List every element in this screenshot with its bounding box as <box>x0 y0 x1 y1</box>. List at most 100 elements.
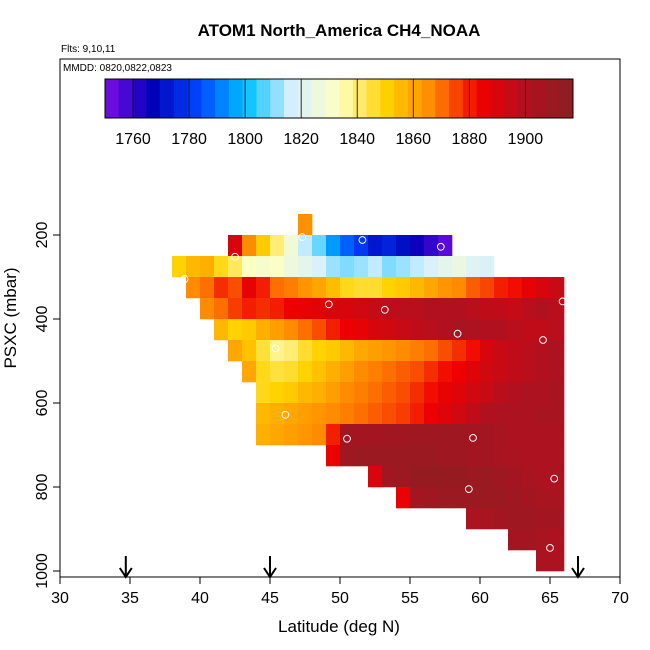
latitude-arrows <box>118 556 585 579</box>
heatmap-cell <box>242 298 257 320</box>
heatmap-cell <box>550 277 565 299</box>
heatmap-cell <box>550 340 565 362</box>
heatmap-cell <box>452 382 467 404</box>
heatmap-cell <box>522 445 537 467</box>
heatmap-cell <box>396 382 411 404</box>
heatmap-cell <box>368 340 383 362</box>
heatmap-cell <box>298 277 313 299</box>
heatmap-cell <box>494 382 509 404</box>
heatmap-cell <box>354 403 369 425</box>
heatmap-cell <box>312 298 327 320</box>
heatmap-cell <box>480 403 495 425</box>
heatmap-cell <box>466 298 481 320</box>
colorbar-segment <box>325 79 340 118</box>
heatmap-cell <box>480 361 495 383</box>
heatmap-cell <box>340 256 355 278</box>
heatmap-cell <box>550 529 565 551</box>
heatmap-cell <box>452 403 467 425</box>
colorbar-segment <box>476 79 491 118</box>
heatmap-cell <box>494 340 509 362</box>
heatmap-cell <box>340 277 355 299</box>
heatmap-cell <box>312 403 327 425</box>
heatmap-cell <box>228 319 243 341</box>
heatmap-cell <box>354 445 369 467</box>
heatmap-cell <box>480 298 495 320</box>
heatmap-cell <box>466 466 481 488</box>
heatmap-cell <box>438 403 453 425</box>
colorbar-segment <box>462 79 478 118</box>
colorbar-tick-label: 1860 <box>395 131 431 148</box>
colorbar-segment <box>531 79 546 118</box>
heatmap-cell <box>508 277 523 299</box>
heatmap-cell <box>214 256 229 278</box>
heatmap-cell <box>312 256 327 278</box>
observation-point <box>469 434 477 442</box>
heatmap-cell <box>340 340 355 362</box>
heatmap-cell <box>452 298 467 320</box>
heatmap-cell <box>452 277 467 299</box>
heatmap-cell <box>494 277 509 299</box>
heatmap-cell <box>550 424 565 446</box>
heatmap-cell <box>256 256 271 278</box>
colorbar-segment <box>352 79 367 118</box>
y-tick-label: 200 <box>34 222 51 249</box>
heatmap-cell <box>382 403 397 425</box>
heatmap-cell <box>340 445 355 467</box>
heatmap-cell <box>298 361 313 383</box>
heatmap-cell <box>536 508 551 530</box>
heatmap-cell <box>256 319 271 341</box>
heatmap-cell <box>536 529 551 551</box>
heatmap-cell <box>326 403 341 425</box>
heatmap-cell <box>368 298 383 320</box>
heatmap-cell <box>382 298 397 320</box>
heatmap-cell <box>508 382 523 404</box>
heatmap-cell <box>284 403 299 425</box>
heatmap-cell <box>368 466 383 488</box>
heatmap-cell <box>326 445 341 467</box>
colorbar-segment <box>311 79 326 118</box>
heatmap-cell <box>480 256 495 278</box>
heatmap-cell <box>228 235 243 257</box>
lat-arrow <box>571 556 585 579</box>
heatmap-cell <box>312 319 327 341</box>
observation-point <box>271 344 280 353</box>
heatmap-cell <box>424 340 439 362</box>
heatmap-cell <box>326 256 341 278</box>
lat-arrow <box>118 556 133 579</box>
observation-point <box>324 300 333 309</box>
heatmap-cell <box>452 319 467 341</box>
heatmap-cell <box>522 277 537 299</box>
heatmap-cell <box>270 361 285 383</box>
heatmap-cell <box>494 319 509 341</box>
heatmap-cell <box>410 340 425 362</box>
heatmap-cell <box>480 487 495 509</box>
colorbar-segment <box>545 79 560 118</box>
colorbar-tick-label: 1820 <box>283 131 319 148</box>
colorbar-segment <box>504 79 519 118</box>
heatmap-cell <box>354 382 369 404</box>
colorbar-segment <box>105 79 120 118</box>
observation-point <box>550 474 559 483</box>
heatmap-cell <box>256 298 271 320</box>
colorbar-segment <box>228 79 244 118</box>
heatmap-cell <box>340 319 355 341</box>
heatmap-cell <box>242 277 257 299</box>
heatmap-cell <box>242 256 257 278</box>
heatmap-cell <box>550 403 565 425</box>
heatmap-cell <box>480 508 495 530</box>
heatmap-cell <box>452 340 467 362</box>
heatmap-cell <box>508 529 523 551</box>
dates-label: MMDD: 0820,0822,0823 <box>63 63 172 74</box>
heatmap-cell <box>438 466 453 488</box>
heatmap-cell <box>550 319 565 341</box>
colorbar-segment <box>394 79 409 118</box>
heatmap-cell <box>382 319 397 341</box>
heatmap-cell <box>536 340 551 362</box>
heatmap-cell <box>494 466 509 488</box>
flights-label: Flts: 9,10,11 <box>61 44 116 55</box>
observation-point <box>453 329 462 338</box>
heatmap-cell <box>396 277 411 299</box>
heatmap-cell <box>508 508 523 530</box>
heatmap-cell <box>256 340 271 362</box>
colorbar-tick-label: 1760 <box>115 131 151 148</box>
